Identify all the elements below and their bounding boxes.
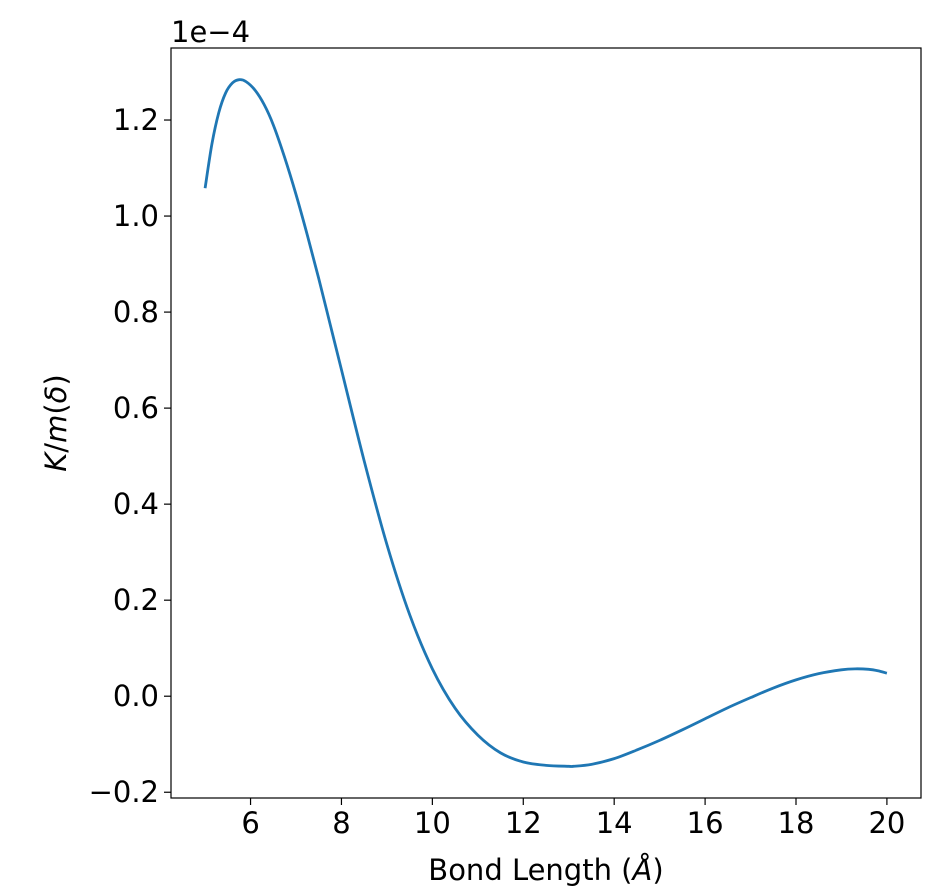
x-tick-label-6: 18 [778, 806, 815, 840]
y-label-rparen: ) [39, 374, 73, 385]
x-label-prefix: Bond Length ( [428, 853, 632, 887]
x-tick-label-2: 10 [414, 806, 451, 840]
y-tick-label-7: 1.2 [113, 103, 159, 137]
x-tick-label-3: 12 [505, 806, 542, 840]
x-tick-label-4: 14 [596, 806, 633, 840]
y-tick-label-3: 0.4 [113, 487, 159, 521]
x-tick-label-1: 8 [332, 806, 350, 840]
x-tick-label-7: 20 [868, 806, 905, 840]
x-axis-label: Bond Length (Å) [428, 853, 663, 887]
y-tick-label-5: 0.8 [113, 295, 159, 329]
y-offset-text: 1e−4 [171, 15, 250, 49]
x-tick-label-5: 16 [687, 806, 724, 840]
x-label-suffix: ) [652, 853, 663, 887]
x-label-symbol: Å [631, 853, 653, 887]
y-label-lparen: ( [39, 403, 73, 414]
y-tick-label-0: −0.2 [89, 775, 159, 809]
x-axis-ticks: 6 8 10 12 14 16 18 20 [241, 798, 905, 840]
y-tick-label-6: 1.0 [113, 199, 159, 233]
series-layer [203, 78, 888, 768]
y-tick-label-1: 0.0 [113, 679, 159, 713]
x-tick-label-0: 6 [241, 806, 259, 840]
series-line-0 [203, 78, 888, 768]
y-label-delta: δ [39, 386, 73, 404]
y-axis-label: K/m(δ) [39, 374, 73, 471]
y-axis-ticks: −0.2 0.0 0.2 0.4 0.6 0.8 1.0 1.2 [89, 103, 171, 809]
y-label-k: K [39, 451, 73, 472]
y-tick-label-4: 0.6 [113, 391, 159, 425]
y-tick-label-2: 0.2 [113, 583, 159, 617]
y-label-slash: / [39, 443, 73, 453]
y-label-m: m [39, 415, 73, 443]
plot-area-frame [170, 47, 922, 799]
